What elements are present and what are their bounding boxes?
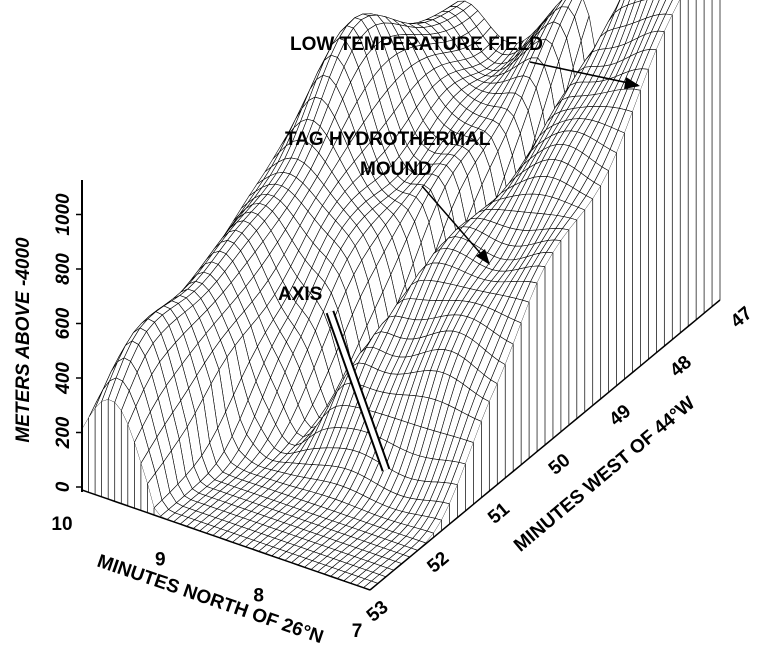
north-tick-label: 8 xyxy=(253,585,264,606)
north-tick-label: 10 xyxy=(51,514,72,535)
west-tick-label: 50 xyxy=(545,450,575,480)
annotation: MOUND xyxy=(360,159,432,180)
west-tick-label: 51 xyxy=(484,499,514,529)
north-tick-label: 7 xyxy=(352,621,363,642)
z-tick-label: 800 xyxy=(53,253,74,285)
figure: LOW TEMPERATURE FIELD TAG HYDROTHERMAL M… xyxy=(0,0,764,645)
z-tick-label: 1000 xyxy=(53,193,74,236)
west-tick-label: 48 xyxy=(666,352,696,382)
west-tick-label: 53 xyxy=(363,597,393,627)
annotation: TAG HYDROTHERMAL xyxy=(285,129,491,150)
z-tick-label: 400 xyxy=(53,362,74,395)
axis-title: MINUTES NORTH OF 26°N xyxy=(94,551,326,645)
z-tick-label: 0 xyxy=(53,481,74,492)
axis-title: METERS ABOVE -4000 xyxy=(13,237,34,443)
west-tick-label: 47 xyxy=(727,303,757,333)
z-tick-label: 600 xyxy=(53,307,74,339)
west-tick-label: 52 xyxy=(424,548,454,578)
west-tick-label: 49 xyxy=(606,401,636,431)
z-tick-label: 200 xyxy=(53,416,74,449)
north-tick-label: 9 xyxy=(155,550,166,571)
annotation: AXIS xyxy=(278,284,322,305)
annotation: LOW TEMPERATURE FIELD xyxy=(290,34,543,55)
